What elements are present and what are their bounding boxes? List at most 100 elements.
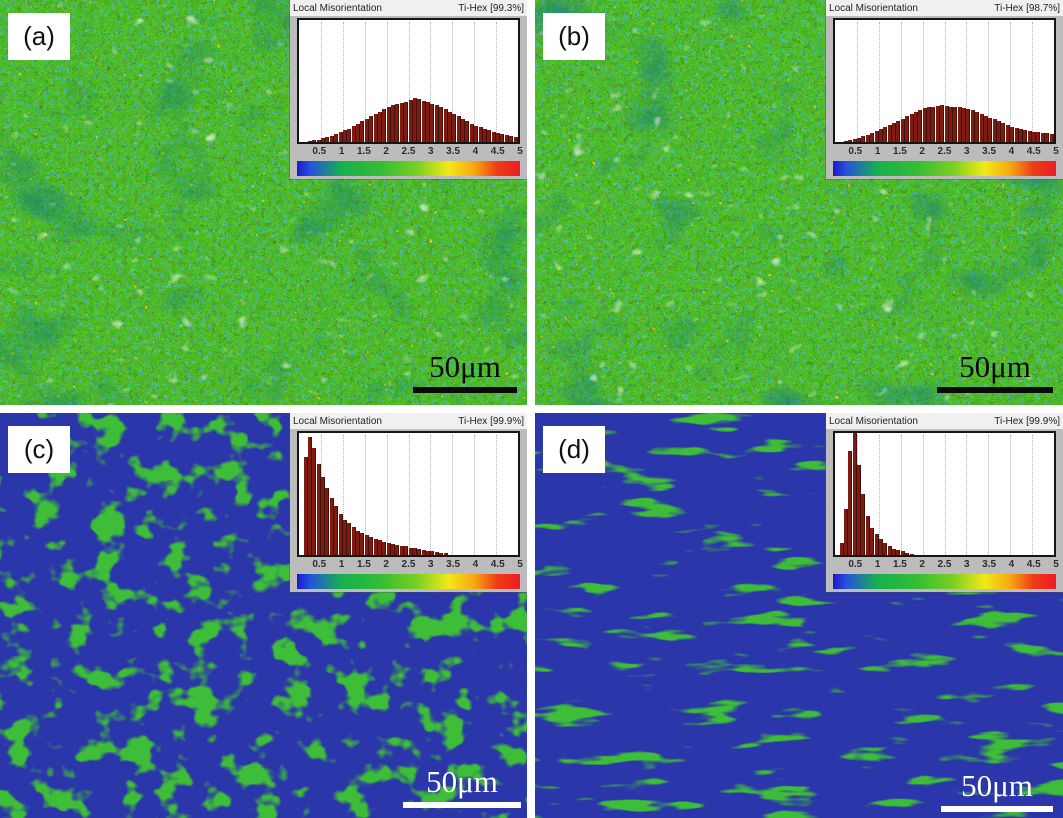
- histogram-bar: [377, 540, 382, 555]
- gridline: [452, 435, 454, 555]
- histogram-bar: [351, 526, 356, 555]
- panel-label-text: (c): [23, 434, 55, 464]
- x-tick-label: 2.5: [937, 559, 952, 570]
- scale-bar-line: [413, 387, 517, 393]
- x-tick-label: 1.5: [892, 146, 907, 157]
- histogram-bar: [334, 134, 339, 142]
- x-tick-label: 5: [1053, 146, 1059, 157]
- panel-b: (b) Local Misorientation Ti-Hex [98.7%] …: [535, 0, 1063, 405]
- x-tick-label: 4: [472, 146, 479, 157]
- histogram-bar: [909, 113, 914, 142]
- x-tick-label: 1: [874, 559, 881, 570]
- x-tick-label: 2.5: [937, 146, 952, 157]
- histogram-bar: [874, 131, 879, 142]
- histogram-bar: [970, 110, 975, 142]
- histogram-bar: [962, 107, 967, 142]
- histogram-bar: [870, 528, 875, 555]
- x-axis-tick-row: 0.5 1 1.5 2 2.5 3 3.5 4 4.5 5: [833, 557, 1058, 574]
- histogram-plot: [297, 18, 520, 144]
- histogram-bar: [360, 121, 365, 142]
- histogram-bar: [848, 139, 853, 142]
- histogram-bar: [447, 111, 452, 142]
- histogram-bar: [321, 138, 326, 142]
- gridline: [900, 22, 902, 142]
- histogram-bar: [892, 548, 897, 555]
- histogram-bar: [364, 118, 369, 142]
- x-tick-label: 5: [517, 559, 523, 570]
- histogram-bar: [382, 541, 387, 555]
- histogram-bar: [913, 111, 918, 142]
- histogram-bar: [1045, 133, 1050, 142]
- histogram-bar: [395, 104, 400, 142]
- histogram-bar: [918, 109, 923, 142]
- misorientation-colorbar: [297, 161, 520, 176]
- panel-label-box: (d): [543, 426, 605, 473]
- panel-label-box: (a): [8, 13, 70, 60]
- histogram-bar: [369, 537, 374, 555]
- scale-bar-label: 50μm: [429, 349, 501, 385]
- scale-bar-line: [403, 802, 521, 808]
- histogram-bar: [321, 476, 326, 555]
- gridline: [408, 22, 410, 142]
- scale-bar: 50μm: [413, 351, 517, 393]
- histogram-bar: [861, 494, 866, 555]
- histogram-bar: [386, 107, 391, 142]
- histogram-bar: [839, 542, 844, 555]
- histogram-bar: [474, 125, 479, 142]
- histogram-title: Local Misorientation: [293, 415, 382, 427]
- histogram-bar: [347, 128, 352, 142]
- histogram-bar: [465, 121, 470, 142]
- histogram-bar: [843, 140, 848, 142]
- histogram-bar: [412, 98, 417, 142]
- histogram-bar: [461, 118, 466, 142]
- histogram-bar: [979, 113, 984, 142]
- histogram-bar: [439, 107, 444, 142]
- histogram-bars: [299, 433, 518, 555]
- histogram-bar: [900, 118, 905, 142]
- histogram-bar: [439, 552, 444, 555]
- histogram-bar: [931, 106, 936, 142]
- x-tick-label: 4.5: [490, 559, 505, 570]
- histogram-bar: [325, 137, 330, 142]
- x-tick-label: 4.5: [1026, 559, 1041, 570]
- histogram-bar: [351, 126, 356, 142]
- misorientation-colorbar: [833, 161, 1056, 176]
- x-tick-label: 5: [517, 146, 523, 157]
- x-tick-label: 4: [472, 559, 479, 570]
- histogram-bar: [487, 130, 492, 142]
- histogram-bar: [966, 109, 971, 142]
- x-tick-label: 0.5: [312, 146, 327, 157]
- histogram-bar: [878, 129, 883, 142]
- panel-label-box: (b): [543, 13, 605, 60]
- histogram-bar: [513, 136, 518, 142]
- inset-header: Local Misorientation Ti-Hex [98.7%]: [826, 0, 1063, 16]
- histogram-bar: [404, 101, 409, 142]
- histogram-bar: [848, 451, 853, 555]
- histogram-bar: [360, 533, 365, 555]
- panel-label-box: (c): [8, 426, 70, 473]
- gridline: [944, 435, 946, 555]
- x-tick-label: 4.5: [490, 146, 505, 157]
- histogram-bar: [342, 130, 347, 142]
- histogram-bar: [443, 553, 448, 555]
- x-tick-label: 3.5: [446, 559, 461, 570]
- gridline: [1010, 435, 1012, 555]
- histogram-bar: [338, 132, 343, 142]
- panel-label-text: (b): [558, 21, 590, 51]
- histogram-bar: [347, 523, 352, 555]
- histogram-bar: [887, 124, 892, 142]
- histogram-bar: [430, 103, 435, 142]
- histogram-bar: [373, 539, 378, 555]
- x-tick-label: 1: [338, 559, 345, 570]
- histogram-bar: [434, 551, 439, 555]
- histogram-bar: [988, 117, 993, 142]
- histogram-title: Local Misorientation: [293, 2, 382, 14]
- histogram-bar: [342, 519, 347, 555]
- x-tick-label: 1.5: [892, 559, 907, 570]
- histogram-bar: [892, 123, 897, 142]
- histogram-bar: [312, 447, 317, 555]
- histogram-bar: [408, 99, 413, 142]
- histogram-bar: [944, 106, 949, 142]
- histogram-bar: [975, 112, 980, 142]
- histogram-bar: [426, 550, 431, 555]
